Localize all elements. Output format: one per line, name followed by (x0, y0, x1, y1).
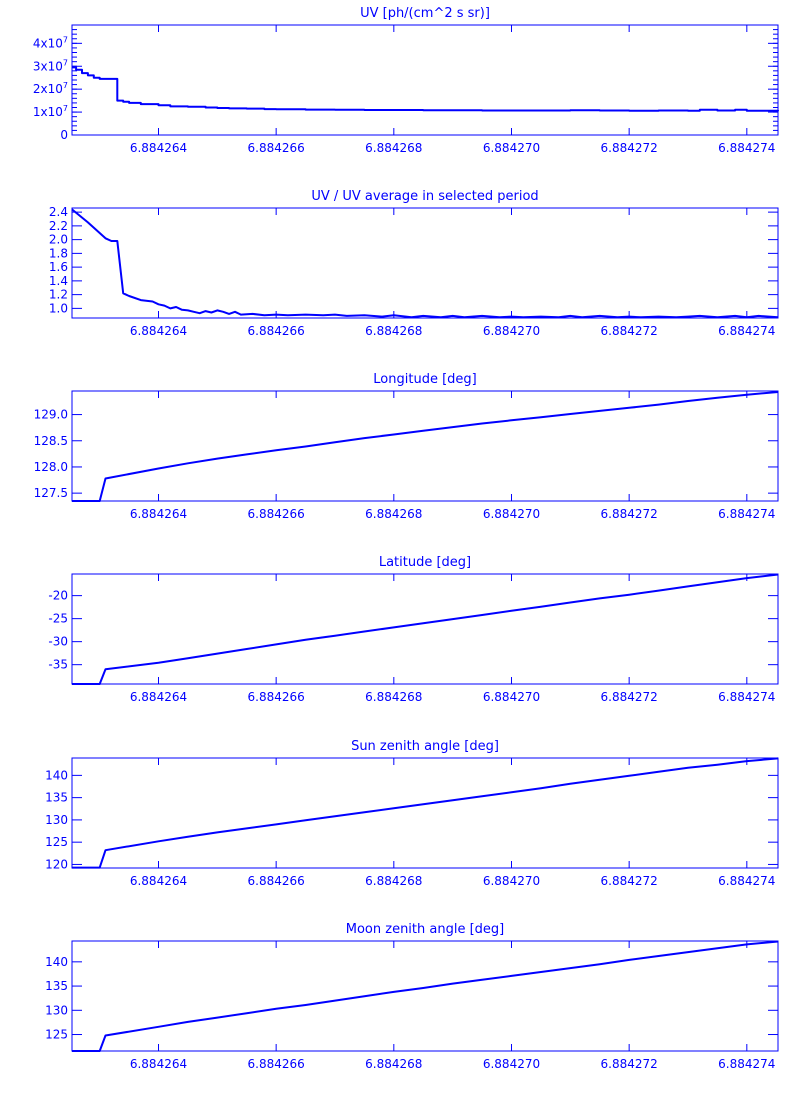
plot-frame (71, 390, 779, 502)
x-tick-label: 6.884274 (718, 690, 775, 704)
y-tick-label: -25 (48, 612, 68, 626)
x-tick-label: 6.884266 (248, 324, 305, 338)
x-tick-label: 6.884266 (248, 507, 305, 521)
x-tick-label: 6.884264 (130, 507, 187, 521)
y-tick-label: 1.0 (49, 301, 68, 315)
y-tick-label: 140 (45, 768, 68, 782)
y-tick-label: 4x107 (33, 35, 68, 50)
chart-title: UV [ph/(cm^2 s sr)] (360, 6, 490, 21)
x-tick-label: 6.884266 (248, 141, 305, 155)
x-tick-label: 6.884268 (365, 324, 422, 338)
x-tick-label: 6.884274 (718, 507, 775, 521)
chart-title: Sun zenith angle [deg] (351, 739, 499, 754)
y-tick-label: 0 (60, 128, 68, 142)
x-tick-label: 6.884264 (130, 141, 187, 155)
x-tick-label: 6.884274 (718, 874, 775, 888)
y-tick-label: 1.4 (49, 274, 68, 288)
plot-frame (71, 24, 779, 136)
y-tick-label: -35 (48, 658, 68, 672)
x-tick-label: 6.884270 (483, 324, 540, 338)
y-tick-label: 2x107 (33, 81, 68, 96)
x-tick-label: 6.884274 (718, 324, 775, 338)
y-tick-label: 1.2 (49, 288, 68, 302)
y-tick-label: 130 (45, 1003, 68, 1017)
x-tick-label: 6.884272 (601, 141, 658, 155)
x-tick-label: 6.884264 (130, 1057, 187, 1071)
y-tick-label: 2.2 (49, 219, 68, 233)
x-tick-label: 6.884274 (718, 141, 775, 155)
plot-frame (71, 207, 779, 319)
y-tick-label: 127.5 (34, 486, 68, 500)
y-tick-label: 128.0 (34, 460, 68, 474)
x-tick-label: 6.884272 (601, 1057, 658, 1071)
series-line (71, 208, 779, 319)
y-tick-label: 140 (45, 955, 68, 969)
chart-title: Moon zenith angle [deg] (346, 922, 504, 937)
chart-lon: Longitude [deg] 127.5 128.0 128.5 129.0 6.884… (34, 372, 779, 521)
y-tick-exponent: 7 (63, 104, 68, 113)
x-tick-label: 6.884270 (483, 1057, 540, 1071)
y-tick-label: 125 (45, 835, 68, 849)
chart-moon: Moon zenith angle [deg] 125 130 135 140 6.884… (45, 922, 779, 1071)
y-tick-label: 3x107 (33, 58, 68, 73)
x-tick-label: 6.884264 (130, 874, 187, 888)
chart-title: Longitude [deg] (373, 372, 476, 387)
x-tick-label: 6.884272 (601, 324, 658, 338)
y-tick-label: 135 (45, 791, 68, 805)
y-tick-exponent: 7 (63, 81, 68, 90)
y-tick-label: 1.6 (49, 260, 68, 274)
plot-frame (71, 757, 779, 869)
chart-lat: Latitude [deg] -35 -30 -25 -20 6.884264 6.8842… (48, 555, 779, 704)
plot-frame (71, 940, 779, 1052)
chart-title: UV / UV average in selected period (311, 189, 538, 204)
series-line (72, 573, 779, 685)
x-tick-label: 6.884264 (130, 690, 187, 704)
y-tick-label: 129.0 (34, 408, 68, 422)
x-tick-label: 6.884270 (483, 690, 540, 704)
series-line (72, 940, 779, 1052)
series-line (72, 391, 779, 502)
x-tick-label: 6.884266 (248, 690, 305, 704)
chart-uvratio: UV / UV average in selected period 1.01.2… (49, 189, 779, 338)
y-tick-label: 128.5 (34, 434, 68, 448)
x-tick-label: 6.884272 (601, 874, 658, 888)
y-tick-label: -20 (48, 589, 68, 603)
x-tick-label: 6.884264 (130, 324, 187, 338)
x-tick-label: 6.884268 (365, 1057, 422, 1071)
y-tick-exponent: 7 (63, 58, 68, 67)
chart-title: Latitude [deg] (379, 555, 471, 570)
y-tick-label: -30 (48, 635, 68, 649)
x-tick-label: 6.884270 (483, 874, 540, 888)
y-tick-exponent: 7 (63, 35, 68, 44)
y-tick-label: 2.0 (49, 233, 68, 247)
y-tick-label: 135 (45, 979, 68, 993)
x-tick-label: 6.884266 (248, 874, 305, 888)
series-line (72, 66, 779, 112)
series-line (72, 757, 779, 869)
x-tick-label: 6.884268 (365, 507, 422, 521)
x-tick-label: 6.884274 (718, 1057, 775, 1071)
chart-uv: UV [ph/(cm^2 s sr)] 0 1x107 2x107 3x107 4x107… (33, 6, 779, 155)
x-tick-label: 6.884270 (483, 507, 540, 521)
y-tick-label: 130 (45, 813, 68, 827)
y-tick-label: 125 (45, 1028, 68, 1042)
x-tick-label: 6.884268 (365, 141, 422, 155)
y-tick-label: 120 (45, 857, 68, 871)
x-tick-label: 6.884266 (248, 1057, 305, 1071)
x-tick-label: 6.884272 (601, 690, 658, 704)
x-tick-label: 6.884268 (365, 874, 422, 888)
x-tick-label: 6.884268 (365, 690, 422, 704)
y-tick-label: 2.4 (49, 205, 68, 219)
x-tick-label: 6.884270 (483, 141, 540, 155)
y-tick-label: 1.8 (49, 246, 68, 260)
chart-sun: Sun zenith angle [deg] 120 125 130 135 140 6.8… (45, 739, 779, 888)
y-tick-label: 1x107 (33, 104, 68, 119)
plot-frame (71, 573, 779, 685)
x-tick-label: 6.884272 (601, 507, 658, 521)
